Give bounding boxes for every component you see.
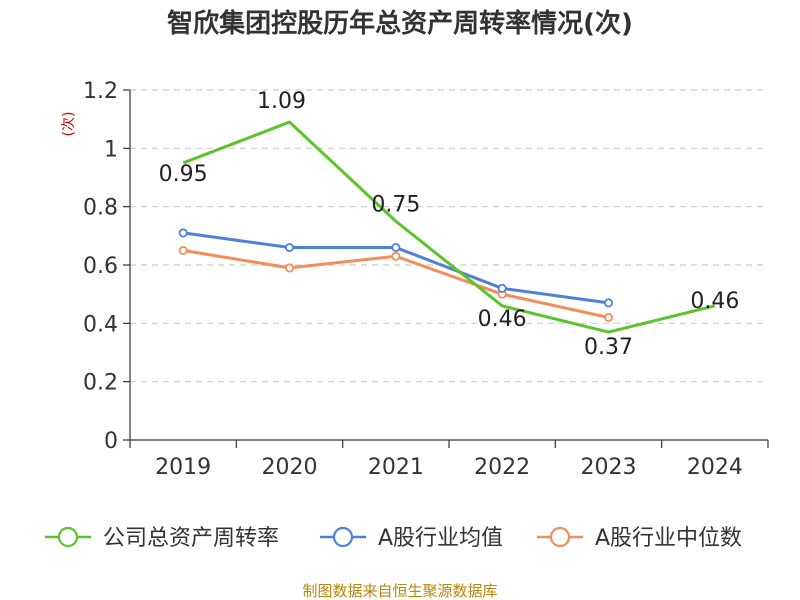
data-point xyxy=(391,251,401,261)
legend-swatch-marker xyxy=(57,526,79,548)
data-point xyxy=(284,242,294,252)
legend-label: A股行业均值 xyxy=(378,526,503,551)
data-point xyxy=(284,263,294,273)
data-label: 0.75 xyxy=(371,192,420,217)
y-tick-label: 1.2 xyxy=(83,79,118,104)
data-label: 0.95 xyxy=(159,162,208,187)
data-labels: 0.95 1.09 0.75 0.46 0.37 0.46 xyxy=(159,89,740,360)
data-point xyxy=(391,242,401,252)
y-tick-label: 0.2 xyxy=(83,371,118,396)
data-point xyxy=(604,312,614,322)
data-label: 1.09 xyxy=(257,89,306,114)
x-tick-label: 2023 xyxy=(581,455,637,480)
legend-swatch-marker xyxy=(332,526,354,548)
legend-swatch-marker xyxy=(549,526,571,548)
data-point xyxy=(178,245,188,255)
legend-label: 公司总资产周转率 xyxy=(103,526,279,551)
chart-title: 智欣集团控股历年总资产周转率情况(次) xyxy=(167,8,633,39)
data-point xyxy=(604,298,614,308)
data-point xyxy=(178,228,188,238)
y-tick-label: 0 xyxy=(104,429,118,454)
legend-label: A股行业中位数 xyxy=(595,526,742,551)
y-tick-label: 0.8 xyxy=(83,196,118,221)
series-line-1 xyxy=(182,120,716,334)
y-axis-label: (次) xyxy=(61,112,77,137)
x-tick-label: 2019 xyxy=(155,455,211,480)
x-tick-label: 2021 xyxy=(368,455,424,480)
y-tick-label: 1 xyxy=(104,137,118,162)
x-tick-label: 2024 xyxy=(687,455,743,480)
data-label: 0.46 xyxy=(690,289,739,314)
source-note: 制图数据来自恒生聚源数据库 xyxy=(302,582,497,600)
x-tick-label: 2022 xyxy=(474,455,530,480)
series-group xyxy=(178,120,716,334)
legend: 公司总资产周转率 A股行业均值 A股行业中位数 xyxy=(45,526,742,551)
data-label: 0.37 xyxy=(584,335,633,360)
x-tick-label: 2020 xyxy=(262,455,318,480)
y-tick-label: 0.4 xyxy=(83,312,118,337)
data-point xyxy=(497,283,507,293)
axes: 0 0.2 0.4 0.6 0.8 1 1.2 2019 2020 2021 2022 2023 202… xyxy=(83,79,769,480)
y-tick-label: 0.6 xyxy=(83,254,118,279)
data-label: 0.46 xyxy=(478,307,527,332)
grid xyxy=(130,89,768,383)
